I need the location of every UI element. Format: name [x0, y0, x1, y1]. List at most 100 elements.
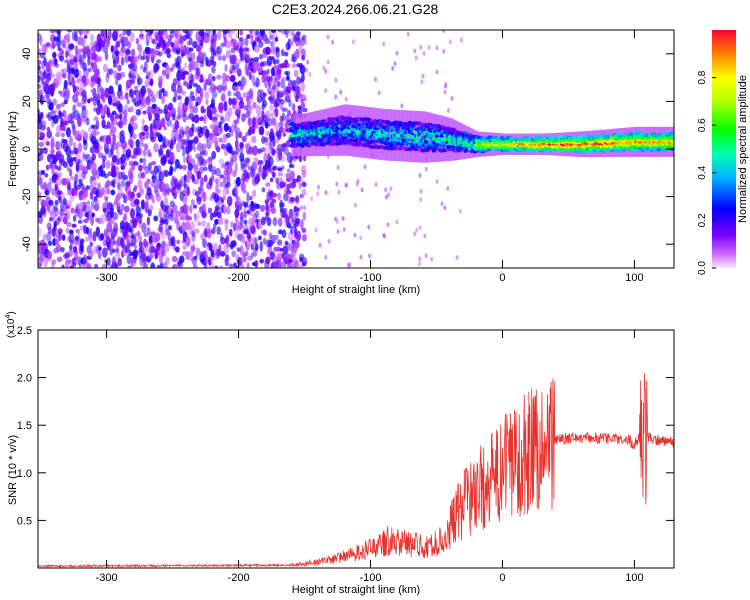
heatmap-cell — [443, 89, 447, 95]
heatmap-cell — [386, 192, 390, 198]
heatmap-cell — [85, 117, 90, 126]
heatmap-cell — [176, 239, 181, 245]
heatmap-cell — [56, 30, 62, 35]
heatmap-cell — [316, 191, 320, 197]
heatmap-cell — [150, 262, 156, 268]
heatmap-cell — [440, 201, 444, 207]
heatmap-cell — [115, 251, 121, 258]
heatmap-cell — [368, 253, 372, 259]
heatmap-cell — [314, 227, 318, 233]
heatmap-cell — [185, 236, 191, 247]
heatmap-cell — [225, 40, 232, 49]
heatmap-cell — [76, 102, 83, 108]
heatmap-cell — [243, 206, 247, 214]
heatmap-cell — [74, 173, 78, 184]
heatmap-cell — [137, 234, 143, 242]
heatmap-cell — [59, 208, 65, 217]
heatmap-cell — [174, 30, 181, 34]
heatmap-cell — [69, 244, 73, 251]
heatmap-cell — [262, 114, 269, 124]
heatmap-cell — [139, 30, 144, 36]
heatmap-cell — [182, 189, 187, 197]
heatmap-cell — [56, 256, 63, 263]
heatmap-cell — [130, 48, 136, 59]
heatmap-cell — [173, 166, 177, 172]
heatmap-cell — [69, 150, 74, 155]
heatmap-cell — [215, 188, 221, 195]
heatmap-cell — [48, 199, 54, 206]
heatmap-cell — [286, 63, 291, 68]
heatmap-cell — [51, 259, 57, 266]
snr-y-ticks: 0.51.01.52.02.5 — [17, 325, 674, 527]
heatmap-cell — [202, 108, 207, 114]
heatmap-cell — [95, 93, 101, 99]
heatmap-cell — [246, 34, 251, 39]
colorbar-tick-label: 0.6 — [697, 118, 708, 132]
heatmap-cell — [77, 142, 83, 154]
heatmap-cell — [259, 125, 265, 136]
heatmap-cell — [153, 38, 158, 45]
heatmap-cell — [395, 50, 399, 56]
heatmap-cell — [246, 237, 251, 248]
heatmap-cell — [234, 162, 238, 173]
heatmap-cell — [281, 229, 287, 239]
heatmap-cell — [291, 63, 297, 69]
heatmap-cell — [424, 166, 428, 172]
heatmap-cell — [80, 37, 86, 48]
heatmap-cell — [229, 221, 234, 228]
heatmap-cell — [202, 238, 207, 248]
heatmap-cell — [202, 166, 208, 171]
heatmap-cell — [260, 216, 266, 226]
heatmap-cell — [100, 87, 105, 94]
heatmap-cell — [189, 104, 195, 114]
heatmap-cell — [132, 160, 138, 166]
heatmap-cell — [50, 136, 55, 143]
heatmap-cell — [239, 45, 244, 56]
heatmap-cell — [83, 188, 89, 199]
heatmap-cell — [66, 30, 73, 33]
heatmap-cell — [73, 147, 79, 155]
heatmap-cell — [74, 86, 80, 91]
heatmap-cell — [109, 112, 115, 122]
heatmap-cell — [58, 195, 62, 201]
heatmap-cell — [243, 104, 250, 111]
heatmap-cell — [86, 262, 92, 268]
heatmap-cell — [246, 232, 251, 240]
heatmap-cell — [196, 142, 203, 152]
heatmap-cell — [205, 30, 211, 37]
heatmap-cell — [181, 74, 186, 81]
heatmap-cell — [124, 246, 130, 254]
heatmap-cell — [158, 253, 164, 265]
heatmap-cell — [133, 244, 138, 250]
heatmap-cell — [442, 30, 446, 33]
heatmap-cell — [341, 216, 345, 222]
heatmap-cell — [71, 188, 75, 197]
heatmap-cell — [164, 64, 170, 71]
heatmap-cell — [62, 139, 68, 144]
heatmap-cell — [400, 103, 404, 109]
heatmap-cell — [154, 112, 160, 121]
heatmap-cell — [140, 85, 147, 96]
heatmap-cell — [139, 158, 143, 164]
heatmap-cell — [137, 146, 143, 156]
heatmap-cell — [81, 108, 87, 119]
heatmap-cell — [383, 233, 387, 239]
heatmap-cell — [295, 217, 301, 225]
heatmap-cell — [270, 206, 276, 215]
heatmap-cell — [83, 131, 89, 141]
heatmap-cell — [295, 31, 301, 36]
heatmap-cell — [203, 82, 207, 92]
heatmap-cell — [230, 30, 236, 34]
heatmap-cell — [65, 87, 71, 98]
heatmap-cell — [212, 75, 216, 82]
heatmap-cell — [63, 119, 69, 126]
heatmap-cell — [179, 255, 185, 264]
heatmap-cell — [339, 89, 343, 95]
heatmap-cell — [359, 254, 363, 260]
heatmap-cell — [301, 181, 307, 188]
heatmap-cell — [154, 189, 160, 198]
heatmap-cell — [196, 211, 200, 222]
snr-panel: -300 -200 -100 0 100 0.51.01.52.02.5 Height … — [5, 311, 675, 596]
heatmap-cell — [50, 110, 57, 115]
